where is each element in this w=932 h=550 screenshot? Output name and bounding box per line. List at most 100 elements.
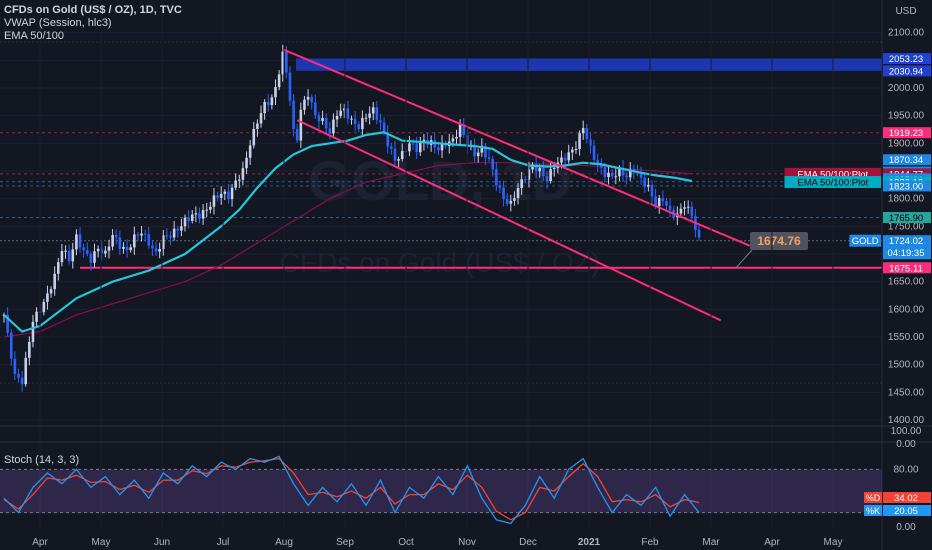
candle-body: [292, 100, 295, 130]
candle-body: [560, 157, 563, 163]
y-axis-tick: 1900.00: [888, 138, 925, 149]
candle-body: [513, 198, 516, 201]
candle-body: [657, 198, 661, 207]
candles: [2, 44, 701, 392]
candle-body: [552, 168, 556, 170]
candle-body: [408, 143, 411, 152]
candle-body: [419, 142, 422, 153]
stoch-k-badge: [883, 505, 931, 516]
candle-body: [491, 158, 494, 170]
x-axis-label: Nov: [458, 537, 476, 548]
x-axis-label: Dec: [519, 537, 537, 548]
candle-body: [487, 157, 491, 159]
x-axis-label: May: [92, 537, 111, 548]
candle-body: [306, 96, 310, 100]
candle-body: [122, 246, 125, 249]
candle-body: [563, 157, 567, 161]
candle-body: [484, 145, 487, 158]
candle-body: [93, 251, 96, 263]
volume-tick: 100.00: [891, 426, 922, 437]
candle-body: [610, 172, 614, 177]
price-tag-label: GOLD: [852, 236, 879, 247]
candle-body: [411, 143, 415, 145]
candle-body: [133, 234, 136, 248]
vwap-indicator-label[interactable]: VWAP (Session, hlc3): [4, 17, 112, 29]
price-level-badge: [883, 154, 931, 166]
candle-body: [129, 247, 132, 251]
stoch-title[interactable]: Stoch (14, 3, 3): [4, 454, 80, 466]
candle-body: [245, 157, 248, 169]
candle-body: [136, 234, 140, 236]
candle-body: [151, 245, 154, 249]
x-axis-label: Jul: [217, 537, 230, 548]
candle-body: [60, 251, 64, 263]
candle-body: [440, 142, 444, 151]
candle-body: [382, 122, 386, 133]
candle-body: [71, 249, 75, 262]
candle-body: [364, 117, 368, 119]
candle-body: [266, 101, 270, 106]
y-axis-tick: 1550.00: [888, 332, 925, 343]
candle-body: [78, 234, 82, 248]
candle-body: [614, 176, 618, 178]
candle-body: [100, 248, 104, 254]
candle-body: [67, 250, 71, 262]
candle-body: [263, 101, 266, 114]
y-axis-tick: 1750.00: [888, 221, 925, 232]
candle-body: [143, 233, 147, 235]
candle-body: [400, 151, 404, 160]
price-level-badge: [883, 53, 931, 65]
candle-body: [523, 179, 527, 181]
y-axis-tick: 1800.00: [888, 194, 925, 205]
candle-body: [379, 120, 382, 123]
candle-body: [505, 198, 509, 204]
candle-body: [592, 145, 596, 161]
y-axis-tick: 1950.00: [888, 111, 925, 122]
candle-body: [476, 152, 480, 157]
candle-body: [451, 138, 455, 142]
candle-body: [415, 143, 418, 153]
candle-body: [643, 177, 647, 187]
candle-body: [480, 145, 484, 153]
candle-body: [668, 205, 672, 210]
watermark-name: CFDs on Gold (US$ / OZ): [280, 247, 601, 278]
candle-body: [346, 108, 350, 119]
candle-body: [223, 191, 227, 194]
stoch-d-line: [3, 457, 700, 521]
price-tag-badge: [784, 176, 881, 189]
price-level-badge: [883, 180, 931, 192]
price-level-label: 1919.23: [889, 128, 923, 139]
support-callout-label: 1674.76: [757, 234, 801, 248]
candle-body: [654, 196, 657, 207]
candle-body: [172, 228, 176, 238]
price-level-countdown: 04:19:35: [888, 248, 925, 259]
candle-body: [621, 167, 625, 176]
x-axis-label: Mar: [702, 537, 720, 548]
candle-body: [502, 187, 505, 199]
candle-body: [299, 109, 303, 141]
y-axis-tick: 1450.00: [888, 387, 925, 398]
x-axis-label: Jun: [154, 537, 170, 548]
candle-body: [585, 128, 589, 140]
price-tag-badge: [849, 234, 881, 247]
candle-body: [437, 147, 440, 151]
y-axis-tick: 2000.00: [888, 83, 925, 94]
support-callout-box: [750, 232, 808, 250]
candle-body: [375, 107, 379, 121]
candle-body: [578, 133, 581, 149]
candle-body: [534, 164, 538, 172]
candle-body: [6, 314, 9, 333]
chart-title: CFDs on Gold (US$ / OZ), 1D, TVC: [4, 4, 182, 16]
candle-body: [458, 124, 462, 137]
ema-indicator-label[interactable]: EMA 50/100: [4, 30, 64, 42]
candle-body: [252, 128, 256, 146]
candle-body: [371, 107, 375, 114]
candle-body: [314, 102, 317, 116]
candle-body: [270, 97, 274, 106]
candle-body: [332, 119, 335, 134]
x-axis-label: Oct: [398, 537, 414, 548]
candle-body: [114, 235, 118, 238]
candle-body: [353, 118, 357, 125]
